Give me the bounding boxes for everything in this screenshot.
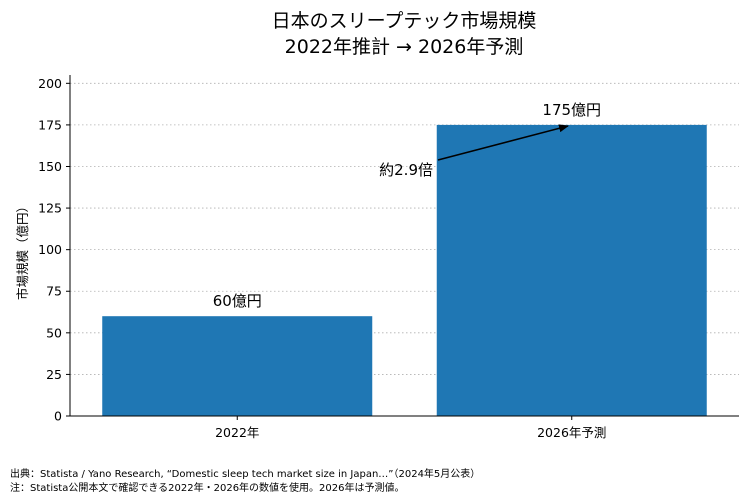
chart: 日本のスリープテック市場規模 2022年推計 → 2026年予測 0 25 50 75… — [15, 10, 739, 440]
bar-value-label: 60億円 — [213, 292, 262, 310]
y-tick-label: 0 — [54, 409, 62, 424]
x-ticks: 2022年 2026年予測 — [215, 416, 606, 440]
bar — [436, 124, 707, 416]
data-labels: 60億円 175億円 — [213, 101, 601, 310]
bar — [102, 316, 373, 416]
annotation: 約2.9倍 — [379, 124, 569, 179]
bars — [102, 124, 707, 416]
axes — [69, 75, 739, 417]
y-tick-label: 175 — [38, 117, 62, 132]
annotation-arrow — [437, 124, 569, 161]
y-tick-label: 150 — [38, 159, 62, 174]
chart-title-line2: 2022年推計 → 2026年予測 — [285, 36, 524, 58]
x-tick-label: 2026年予測 — [537, 425, 606, 440]
x-tick-label: 2022年 — [215, 425, 259, 440]
y-tick-label: 25 — [46, 367, 62, 382]
y-tick-label: 125 — [38, 201, 62, 216]
y-tick-label: 50 — [46, 325, 62, 340]
annotation-text: 約2.9倍 — [379, 161, 433, 179]
chart-title-line1: 日本のスリープテック市場規模 — [272, 10, 537, 32]
y-ticks: 0 25 50 75 100 125 150 175 200 — [38, 76, 70, 424]
footer-note: 注：Statista公開本文で確認できる2022年・2026年の数値を使用。20… — [10, 483, 405, 494]
y-tick-label: 200 — [38, 76, 62, 91]
y-axis-label: 市場規模（億円） — [15, 200, 30, 300]
footer-source: 出典：Statista / Yano Research, “Domestic s… — [10, 469, 481, 480]
bar-value-label: 175億円 — [542, 101, 601, 119]
y-tick-label: 75 — [46, 284, 62, 299]
y-tick-label: 100 — [38, 242, 62, 257]
